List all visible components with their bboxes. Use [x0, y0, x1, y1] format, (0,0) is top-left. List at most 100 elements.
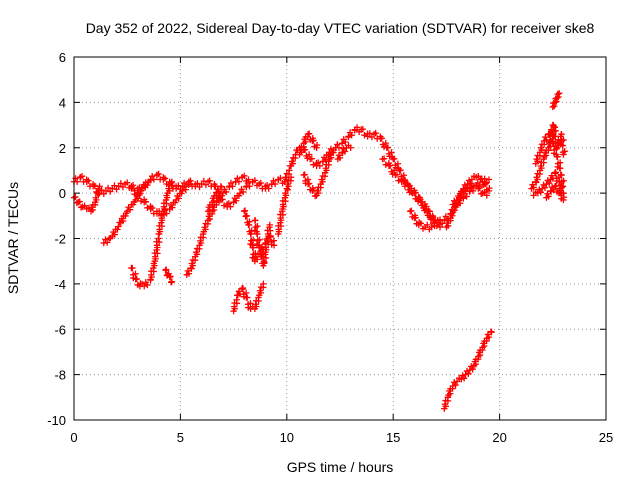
data-point [202, 220, 209, 227]
data-point [553, 94, 561, 102]
data-point [252, 217, 259, 224]
data-point [560, 177, 567, 184]
data-point [241, 172, 248, 179]
data-point [285, 183, 292, 190]
data-point [149, 204, 156, 212]
data-point [425, 207, 432, 215]
data-point [554, 153, 561, 161]
data-point [538, 164, 545, 172]
x-tick-label: 20 [492, 430, 506, 445]
data-point [546, 180, 553, 187]
data-point [342, 138, 349, 146]
data-point [265, 185, 272, 192]
data-point [417, 220, 425, 227]
data-point [285, 177, 292, 184]
data-point [115, 223, 122, 230]
x-tick-label: 10 [280, 430, 294, 445]
data-point [227, 179, 235, 187]
series-dip-2 [128, 180, 193, 219]
data-point [185, 180, 193, 188]
data-point [475, 172, 482, 180]
data-point [225, 200, 233, 207]
data-point [560, 151, 567, 158]
data-point [182, 186, 189, 193]
data-point [246, 183, 253, 190]
data-point [75, 199, 82, 206]
data-point [263, 182, 271, 189]
data-point [128, 201, 135, 208]
data-point [232, 197, 240, 204]
data-point [541, 184, 549, 191]
data-point [308, 155, 316, 162]
data-point [359, 125, 367, 133]
data-point [550, 121, 557, 129]
series-right-cluster-4 [547, 121, 568, 158]
data-point [436, 223, 444, 231]
series-shoulder [334, 142, 354, 163]
data-point [482, 180, 489, 187]
data-point [217, 183, 225, 190]
data-point [538, 146, 545, 154]
data-point [254, 256, 261, 263]
data-point [254, 222, 261, 230]
data-point [282, 192, 290, 199]
data-point [185, 270, 193, 277]
y-tick-label: -2 [54, 232, 66, 247]
data-point [406, 182, 413, 190]
data-point [345, 133, 352, 140]
data-point [124, 179, 131, 186]
data-point [284, 186, 292, 194]
data-point [175, 195, 182, 202]
data-point [245, 176, 252, 183]
data-point [453, 378, 461, 385]
data-point [239, 284, 247, 292]
data-point [227, 203, 234, 210]
data-point [149, 172, 156, 180]
data-point [167, 279, 175, 286]
data-point [148, 268, 155, 275]
data-point [548, 183, 556, 191]
axis-ticks: 0 5 10 15 20 25 -10 -8 -6 -4 -2 0 2 4 6 [47, 50, 613, 445]
data-point [483, 192, 491, 199]
data-point [241, 208, 248, 215]
y-tick-label: -6 [54, 322, 66, 337]
data-point [271, 180, 279, 188]
data-point [166, 181, 173, 189]
data-point [378, 135, 385, 142]
series-mid-rise [204, 183, 225, 215]
data-point [538, 185, 546, 192]
y-tick-label: 2 [59, 141, 66, 156]
data-point [400, 177, 407, 184]
y-tick-label: 0 [59, 186, 66, 201]
series-peak-1 [296, 130, 321, 158]
data-point [197, 234, 205, 241]
data-point [416, 194, 424, 201]
data-point [104, 184, 112, 192]
data-point [76, 198, 83, 205]
data-point [275, 222, 282, 230]
data-point [558, 131, 565, 138]
data-point [111, 231, 118, 238]
data-point [257, 179, 264, 187]
data-point [161, 205, 168, 213]
data-point [384, 144, 392, 151]
data-point [347, 144, 354, 151]
data-point [557, 189, 564, 196]
data-point [133, 275, 140, 283]
data-point [222, 188, 230, 196]
data-point [129, 264, 136, 272]
x-axis-label: GPS time / hours [287, 459, 394, 475]
data-point [422, 203, 430, 210]
data-point [559, 142, 566, 149]
data-point [194, 180, 201, 187]
data-point [530, 192, 537, 199]
data-point [452, 200, 459, 207]
data-point [126, 206, 134, 213]
data-point [310, 186, 317, 194]
data-point [338, 140, 346, 147]
data-point [270, 177, 277, 184]
data-point [553, 98, 560, 105]
data-point [463, 193, 470, 200]
